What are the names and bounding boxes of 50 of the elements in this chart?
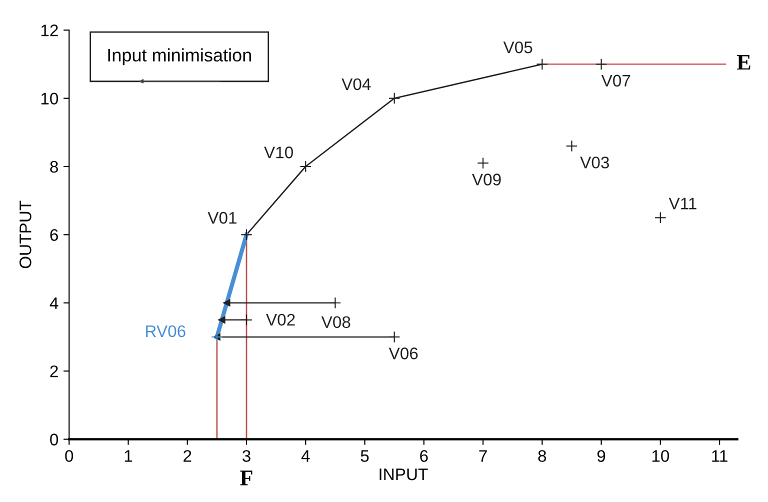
x-tick-label: 1 bbox=[124, 450, 132, 462]
point bbox=[329, 296, 342, 309]
point bbox=[211, 331, 223, 343]
data-label: V01 bbox=[208, 212, 236, 224]
data-label: V02 bbox=[266, 314, 295, 326]
y-tick-label: 12 bbox=[41, 24, 58, 36]
point bbox=[566, 140, 578, 152]
annotation: E bbox=[736, 55, 750, 70]
x-tick-label: 7 bbox=[479, 450, 487, 462]
point bbox=[240, 314, 252, 326]
x-tick-label: 8 bbox=[538, 450, 546, 462]
x-tick-label: 3 bbox=[242, 450, 250, 462]
point bbox=[388, 331, 400, 343]
data-label: V08 bbox=[321, 316, 350, 328]
x-axis-title: INPUT bbox=[380, 468, 428, 480]
x-tick-label: 6 bbox=[420, 450, 428, 462]
point bbox=[536, 58, 548, 70]
data-label: V09 bbox=[472, 174, 501, 186]
y-tick-label: 2 bbox=[50, 365, 58, 378]
data-label: V07 bbox=[601, 74, 630, 87]
point bbox=[240, 228, 252, 241]
annotation: Input minimisation bbox=[108, 48, 251, 66]
data-label: V10 bbox=[264, 146, 293, 158]
data-label: V05 bbox=[503, 41, 532, 54]
y-axis-title: OUTPUT bbox=[20, 200, 32, 268]
y-tick-label: 4 bbox=[50, 297, 58, 309]
point bbox=[388, 92, 400, 104]
point bbox=[595, 58, 608, 70]
x-tick-label: 9 bbox=[597, 450, 606, 462]
x-tick-label: 4 bbox=[301, 450, 310, 462]
point bbox=[477, 157, 489, 170]
data-label: RV06 bbox=[146, 325, 186, 338]
data-label: V03 bbox=[580, 156, 609, 168]
y-tick-label: 8 bbox=[50, 160, 58, 173]
x-tick-label: 0 bbox=[65, 450, 74, 462]
annotation: F bbox=[240, 470, 252, 486]
data-label: V06 bbox=[388, 348, 418, 360]
point bbox=[300, 160, 312, 172]
data-label: V04 bbox=[342, 78, 371, 90]
x-tick-label: 5 bbox=[360, 450, 369, 462]
x-tick-label: 10 bbox=[652, 450, 670, 462]
point bbox=[218, 316, 226, 324]
x-tick-label: 2 bbox=[184, 450, 192, 462]
point bbox=[654, 212, 666, 224]
y-tick-label: 6 bbox=[50, 229, 58, 241]
y-tick-label: 0 bbox=[50, 434, 58, 446]
x-tick-label: 11 bbox=[712, 450, 728, 462]
data-label: V11 bbox=[668, 198, 696, 210]
point bbox=[223, 299, 230, 306]
y-tick-label: 10 bbox=[41, 92, 58, 105]
